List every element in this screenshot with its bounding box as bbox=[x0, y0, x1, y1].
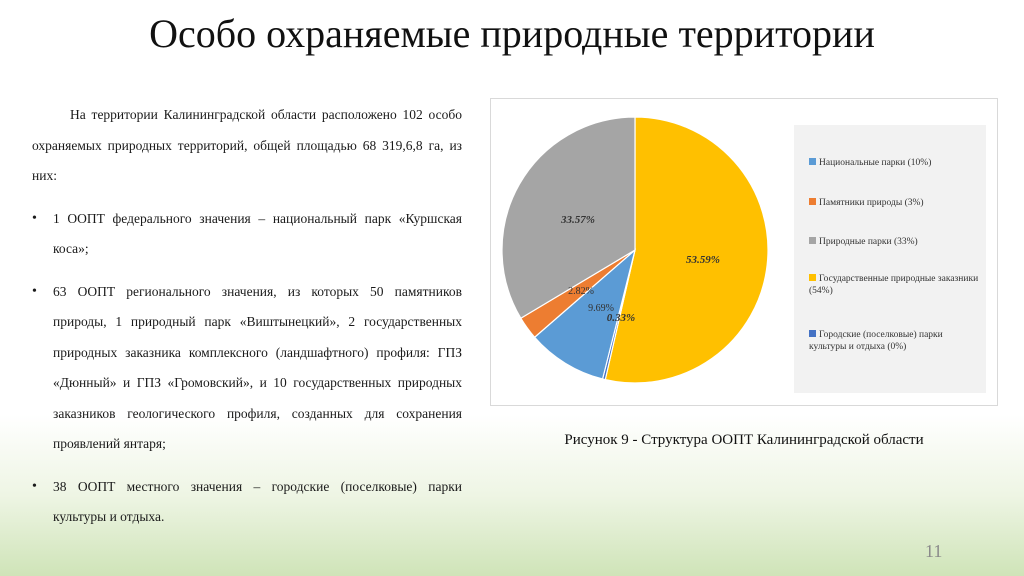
page-number: 11 bbox=[925, 541, 943, 561]
legend-swatch bbox=[809, 237, 816, 244]
legend-swatch bbox=[809, 274, 816, 281]
slide-title: Особо охраняемые природные территории bbox=[149, 11, 875, 56]
intro-paragraph: На территории Калининградской области ра… bbox=[32, 107, 462, 183]
pie-slice bbox=[604, 116, 769, 384]
pie-data-label: 53.59% bbox=[686, 254, 720, 266]
bullet-local: 38 ООПТ местного значения – городские (п… bbox=[32, 472, 462, 533]
figure-caption: Рисунок 9 - Структура ООПТ Калининградск… bbox=[564, 432, 924, 448]
legend-item: Государственные природные заказники (54%… bbox=[809, 273, 979, 297]
legend-swatch bbox=[809, 198, 816, 205]
legend-label: Природные парки (33%) bbox=[819, 237, 918, 247]
legend-label: Национальные парки (10%) bbox=[819, 158, 932, 168]
legend-item: Городские (поселковые) парки культуры и … bbox=[809, 329, 979, 353]
legend-label: Государственные природные заказники (54%… bbox=[809, 274, 979, 296]
legend-swatch bbox=[809, 330, 816, 337]
pie-data-label: 2.82% bbox=[568, 286, 594, 297]
pie-svg: 53.59% 0.33%9.69% 2.82% 33.57% bbox=[501, 116, 769, 384]
legend-item: Национальные парки (10%) bbox=[809, 157, 979, 169]
pie-chart: 53.59% 0.33% 9.69% 2.82% 33.57% Национальные… bbox=[490, 98, 998, 406]
pie-data-label: 0.33% bbox=[607, 312, 635, 324]
legend-swatch bbox=[809, 158, 816, 165]
pie-data-label: 9.69% bbox=[588, 303, 614, 314]
chart-legend: Национальные парки (10%) Памятники природ… bbox=[794, 125, 986, 393]
legend-label: Городские (поселковые) парки культуры и … bbox=[809, 330, 943, 352]
legend-item: Природные парки (33%) bbox=[809, 236, 979, 248]
pie-slice bbox=[533, 248, 637, 380]
bullet-regional: 63 ООПТ регионального значения, из котор… bbox=[32, 277, 462, 460]
text-block: На территории Калининградской области ра… bbox=[32, 100, 462, 533]
pie-data-label: 33.57% bbox=[560, 214, 595, 226]
legend-item: Памятники природы (3%) bbox=[809, 197, 979, 209]
legend-label: Памятники природы (3%) bbox=[819, 198, 924, 208]
pie-slice bbox=[501, 116, 636, 320]
bullet-federal: 1 ООПТ федерального значения – националь… bbox=[32, 204, 462, 265]
